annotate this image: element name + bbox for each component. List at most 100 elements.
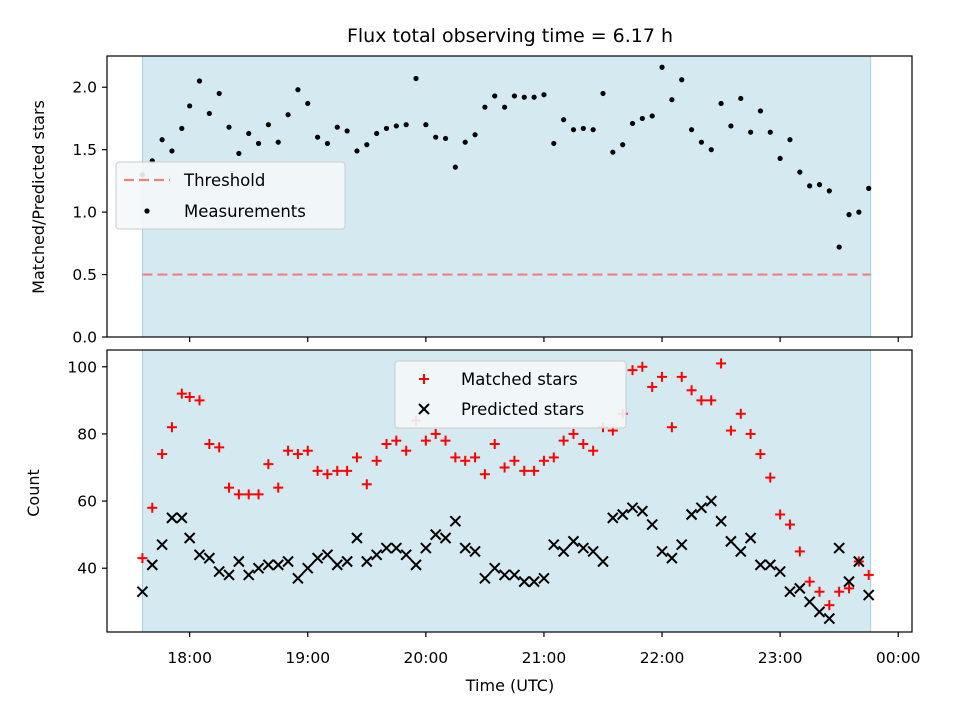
matched-point xyxy=(548,452,559,463)
predicted-point xyxy=(626,502,639,514)
x-marker-b xyxy=(203,552,216,564)
measurement-point xyxy=(179,125,185,132)
x-marker-b xyxy=(243,569,255,581)
predicted-point xyxy=(410,559,422,571)
x-marker-b xyxy=(282,555,294,568)
matched-point xyxy=(243,489,254,500)
bottom-x-ticks: 18:00 19:00 20:00 21:00 22:00 23:00 00:00 xyxy=(167,632,921,667)
x-marker-b xyxy=(676,539,688,551)
bottom-legend: Matched stars Predicted stars xyxy=(394,360,627,429)
measurement-point xyxy=(393,123,399,129)
legend-plus-marker xyxy=(419,374,429,384)
y-tick-label: 0.0 xyxy=(72,329,97,347)
predicted-point xyxy=(823,612,836,625)
predicted-point xyxy=(439,532,452,544)
measurement-point xyxy=(413,75,419,82)
predicted-point xyxy=(272,559,284,571)
measurement-point xyxy=(669,97,675,103)
x-tick-label: 23:00 xyxy=(758,649,803,667)
matched-point xyxy=(157,449,168,460)
y-tick-label: 1.0 xyxy=(72,204,97,222)
measurement-point xyxy=(334,124,340,130)
measurement-point xyxy=(748,129,754,135)
measurement-point xyxy=(216,90,222,97)
matched-point xyxy=(214,442,225,453)
predicted-point xyxy=(203,552,216,564)
matched-point xyxy=(292,449,303,460)
predicted-point xyxy=(420,542,432,554)
matched-point xyxy=(391,435,402,446)
measurement-point xyxy=(226,124,232,130)
x-marker-b xyxy=(725,535,737,548)
x-marker-b xyxy=(311,552,324,564)
measurement-point xyxy=(659,64,665,70)
x-marker-b xyxy=(489,562,501,574)
predicted-point xyxy=(695,502,708,514)
matched-point xyxy=(470,452,481,463)
matched-point xyxy=(558,435,569,446)
predicted-point xyxy=(862,589,875,601)
predicted-point xyxy=(351,532,363,544)
predicted-point xyxy=(508,569,521,581)
x-marker-b xyxy=(272,559,284,571)
matched-point xyxy=(361,479,372,490)
top-legend-box xyxy=(115,161,346,230)
matched-point xyxy=(588,445,599,456)
measurement-point xyxy=(169,148,175,154)
matched-point xyxy=(824,600,835,611)
measurement-point xyxy=(728,123,734,129)
top-y-ticks: 0.0 0.5 1.0 1.5 2.0 xyxy=(72,79,107,347)
measurement-point xyxy=(285,112,291,118)
predicted-point xyxy=(685,508,698,521)
matched-point xyxy=(735,408,746,419)
predicted-point xyxy=(853,555,865,568)
x-marker-b xyxy=(166,512,178,524)
matched-point xyxy=(460,455,471,466)
measurement-point xyxy=(590,127,596,133)
predicted-point xyxy=(331,559,343,571)
matched-point xyxy=(430,428,441,439)
matched-point xyxy=(273,482,284,493)
matched-point xyxy=(784,519,795,530)
x-marker-b xyxy=(616,508,629,521)
predicted-point xyxy=(715,515,727,527)
predicted-point xyxy=(292,572,304,584)
measurement-point xyxy=(472,132,478,138)
matched-point xyxy=(696,395,707,406)
x-marker-b xyxy=(636,505,649,517)
matched-point xyxy=(637,361,648,372)
measurement-point xyxy=(649,113,655,119)
measurement-point xyxy=(836,244,842,250)
measurement-point xyxy=(698,139,705,145)
x-marker-b xyxy=(538,572,550,584)
measurement-point xyxy=(206,110,212,117)
y-tick-label: 1.5 xyxy=(72,141,97,159)
x-marker-b xyxy=(136,586,149,598)
x-marker-b xyxy=(548,539,560,551)
predicted-point xyxy=(489,562,501,574)
measurement-point xyxy=(374,130,380,137)
measurement-point xyxy=(580,125,586,132)
legend-threshold-label: Threshold xyxy=(183,171,265,190)
x-marker-b xyxy=(528,575,540,588)
measurement-point xyxy=(383,125,390,132)
x-marker-b xyxy=(331,559,343,571)
x-marker-b xyxy=(479,572,491,584)
matched-point xyxy=(479,469,490,480)
predicted-point xyxy=(252,562,265,574)
predicted-point xyxy=(725,535,737,548)
predicted-point xyxy=(843,575,855,588)
predicted-point xyxy=(548,539,560,551)
predicted-point xyxy=(223,569,235,581)
matched-point xyxy=(666,422,677,433)
matched-point xyxy=(814,586,825,597)
matched-point xyxy=(844,583,855,594)
predicted-point xyxy=(183,532,196,544)
x-marker-b xyxy=(626,502,639,514)
measurement-point xyxy=(718,100,724,107)
matched-point xyxy=(233,489,244,500)
top-legend: Threshold Measurements xyxy=(115,161,346,230)
matched-point xyxy=(775,509,786,520)
measurement-point xyxy=(344,128,350,134)
x-marker-b xyxy=(400,549,412,561)
